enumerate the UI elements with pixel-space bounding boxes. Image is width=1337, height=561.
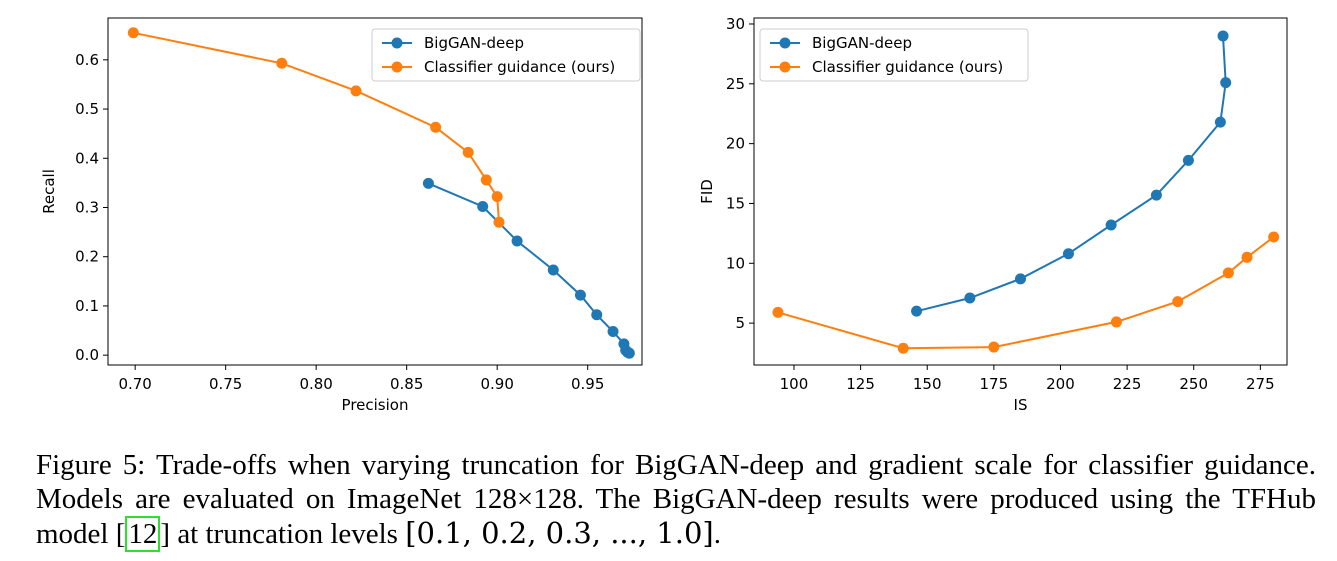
figure: 0.70 0.75 0.80 0.85 0.90 0.95 0.0 0.1 0.2 0.3 0.4 0…	[40, 15, 1288, 414]
y-tick-label: 15	[726, 194, 745, 212]
x-tick-label: 0.85	[390, 375, 423, 393]
legend-label: BigGAN-deep	[812, 34, 912, 52]
recall-vs-precision-chart: 0.70 0.75 0.80 0.85 0.90 0.95 0.0 0.1 0.2 0.3 0.4 0…	[40, 17, 643, 414]
y-tick-label: 0.2	[75, 248, 99, 266]
legend-box	[371, 28, 641, 82]
data-point	[1268, 231, 1280, 243]
y-tick-label: 0.1	[75, 297, 99, 315]
x-tick-label: 275	[1246, 375, 1275, 393]
caption-text-4: .	[713, 518, 721, 550]
data-point	[897, 342, 909, 354]
y-tick-label: 0.3	[75, 198, 99, 216]
data-point	[1182, 154, 1194, 166]
data-point	[1241, 251, 1253, 263]
x-axis-label: IS	[1014, 396, 1028, 414]
y-tick-label: 25	[726, 75, 745, 93]
data-point	[493, 216, 505, 228]
x-axis-label: Precision	[342, 396, 409, 414]
truncation-levels: [0.1, 0.2, 0.3, ..., 1.0]	[405, 516, 714, 550]
y-tick-label: 10	[726, 254, 745, 272]
x-tick-label: 125	[846, 375, 875, 393]
plot-frame	[753, 17, 1288, 366]
data-point	[276, 57, 288, 69]
legend-label: Classifier guidance (ours)	[812, 58, 1003, 76]
citation-link[interactable]: 12	[125, 516, 161, 552]
legend-label: Classifier guidance (ours)	[424, 58, 615, 76]
x-tick-label: 0.75	[209, 375, 242, 393]
legend-box	[759, 28, 1029, 82]
data-point	[350, 85, 362, 97]
y-axis-label: FID	[698, 179, 716, 204]
fid-vs-is-chart: 100 125 150 175 200 225 250 275 5 10 15 20 25 30 IS FID…	[698, 15, 1288, 414]
x-tick-label: 175	[980, 375, 1009, 393]
y-tick-label: 30	[726, 15, 745, 33]
data-point	[1220, 77, 1232, 89]
plot-frame	[107, 17, 643, 366]
x-tick-label: 0.70	[118, 375, 151, 393]
x-tick-label: 0.80	[299, 375, 332, 393]
data-point	[1062, 248, 1074, 260]
y-tick-label: 0.4	[75, 149, 99, 167]
x-tick-label: 100	[780, 375, 809, 393]
caption-times: ×	[516, 483, 534, 515]
y-tick-label: 20	[726, 135, 745, 153]
legend-marker	[391, 37, 403, 49]
y-tick-label: 0.6	[75, 51, 99, 69]
caption-text-2: 128. The BigGAN-deep results were produc…	[36, 483, 1316, 550]
series-line-2	[777, 236, 1275, 350]
legend-marker	[779, 37, 791, 49]
data-point	[127, 27, 139, 39]
data-point	[511, 235, 523, 247]
x-tick-label: 200	[1046, 375, 1075, 393]
legend-marker	[779, 61, 791, 73]
x-tick-label: 150	[913, 375, 942, 393]
y-axis-label: Recall	[40, 169, 58, 214]
x-tick-label: 0.95	[571, 375, 604, 393]
data-point	[1172, 296, 1184, 308]
legend-marker	[391, 61, 403, 73]
data-point	[422, 177, 434, 189]
legend-label: BigGAN-deep	[424, 34, 524, 52]
data-point	[491, 191, 503, 203]
y-tick-label: 0.0	[75, 346, 99, 364]
data-point	[911, 305, 923, 317]
data-point	[1150, 189, 1162, 201]
data-point	[623, 347, 635, 359]
caption-text-1: Figure 5: Trade-offs when varying trunca…	[36, 449, 1316, 515]
data-point	[1015, 273, 1026, 285]
x-tick-label: 225	[1113, 375, 1142, 393]
data-point	[591, 309, 603, 321]
x-tick-label: 250	[1179, 375, 1208, 393]
x-tick-label: 0.90	[480, 375, 513, 393]
data-point	[462, 146, 474, 158]
data-point	[1110, 316, 1122, 328]
data-point	[477, 201, 489, 213]
data-point	[1105, 219, 1117, 231]
data-point	[430, 121, 442, 133]
series-line-1	[428, 182, 630, 355]
data-point	[480, 174, 492, 186]
data-point	[1222, 267, 1234, 279]
figure-caption: Figure 5: Trade-offs when varying trunca…	[36, 448, 1316, 552]
y-tick-label: 0.5	[75, 100, 99, 118]
series-line-1	[916, 35, 1227, 313]
data-point	[1217, 30, 1229, 42]
data-point	[1214, 116, 1226, 128]
data-point	[964, 292, 976, 304]
y-tick-label: 5	[735, 314, 745, 332]
data-point	[607, 326, 619, 338]
data-point	[547, 264, 559, 276]
data-point	[988, 341, 1000, 353]
data-point	[574, 289, 586, 301]
caption-text-3: ] at truncation levels	[160, 518, 406, 550]
data-point	[772, 306, 784, 318]
